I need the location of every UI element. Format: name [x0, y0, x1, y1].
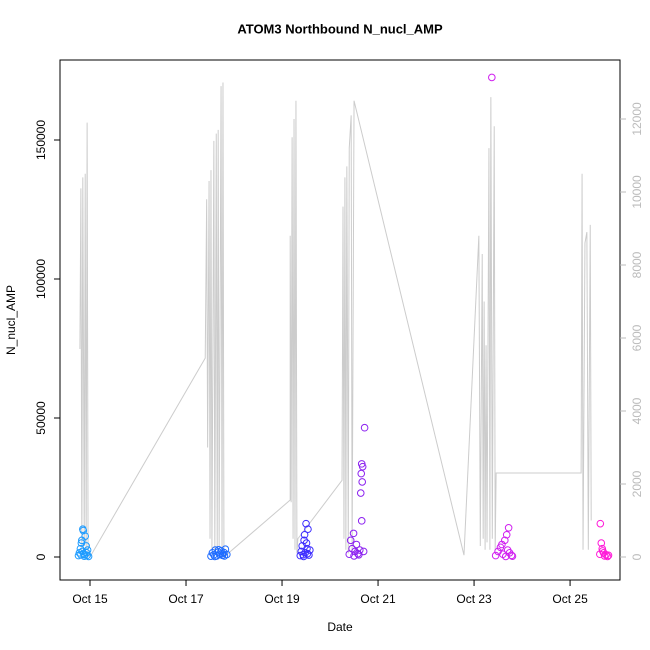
point	[305, 551, 313, 559]
y2-tick-label: 12000	[630, 102, 644, 136]
point	[350, 552, 358, 560]
y2-tick-label: 6000	[630, 324, 644, 351]
point	[211, 552, 219, 561]
point	[504, 524, 513, 532]
point	[349, 529, 358, 538]
x-tick-label: Oct 19	[264, 592, 300, 606]
point	[604, 551, 613, 560]
y2-tick-label: 2000	[630, 470, 644, 497]
point	[304, 525, 312, 534]
y-tick-label: 100000	[34, 259, 48, 299]
line	[79, 82, 592, 559]
y-tick-label: 50000	[34, 401, 48, 435]
point	[302, 539, 311, 547]
x-axis-label: Date	[327, 620, 353, 634]
point	[346, 536, 355, 545]
y2-tick-label: 4000	[630, 397, 644, 424]
point	[356, 546, 364, 554]
plot-frame	[59, 59, 621, 581]
point	[358, 462, 367, 471]
point	[357, 517, 366, 525]
x-tick-label: Oct 25	[552, 592, 588, 606]
point	[491, 551, 500, 560]
point	[82, 549, 91, 557]
point	[84, 552, 93, 561]
point	[360, 423, 369, 432]
point	[355, 550, 363, 559]
point	[498, 540, 506, 549]
y2-tick-label: 8000	[630, 251, 644, 278]
y2-tick-label: 10000	[630, 175, 644, 209]
x-tick-label: Oct 17	[168, 592, 204, 606]
point	[218, 549, 226, 558]
y2-tick-label: 0	[630, 553, 644, 560]
y-axis-label: N_nucl_AMP	[4, 285, 18, 355]
point	[352, 540, 361, 549]
point	[356, 489, 365, 497]
point	[357, 469, 366, 478]
point	[488, 73, 496, 82]
x-tick-label: Oct 15	[72, 592, 108, 606]
point	[300, 530, 309, 539]
point	[81, 532, 90, 540]
point	[507, 551, 516, 560]
y-tick-label: 0	[34, 553, 48, 560]
x-tick-label: Oct 21	[360, 592, 396, 606]
x-tick-label: Oct 23	[456, 592, 492, 606]
point	[358, 478, 367, 486]
point	[77, 539, 86, 547]
point	[600, 552, 609, 560]
point	[501, 552, 510, 561]
point	[299, 552, 308, 561]
point	[502, 530, 511, 539]
point	[597, 539, 606, 547]
chart-title: ATOM3 Northbound N_nucl_AMP	[237, 21, 443, 36]
point	[80, 550, 89, 559]
y-tick-label: 150000	[34, 120, 48, 160]
point	[603, 552, 612, 561]
point	[220, 552, 229, 560]
point	[79, 525, 87, 534]
point	[598, 547, 607, 555]
point	[596, 519, 605, 528]
